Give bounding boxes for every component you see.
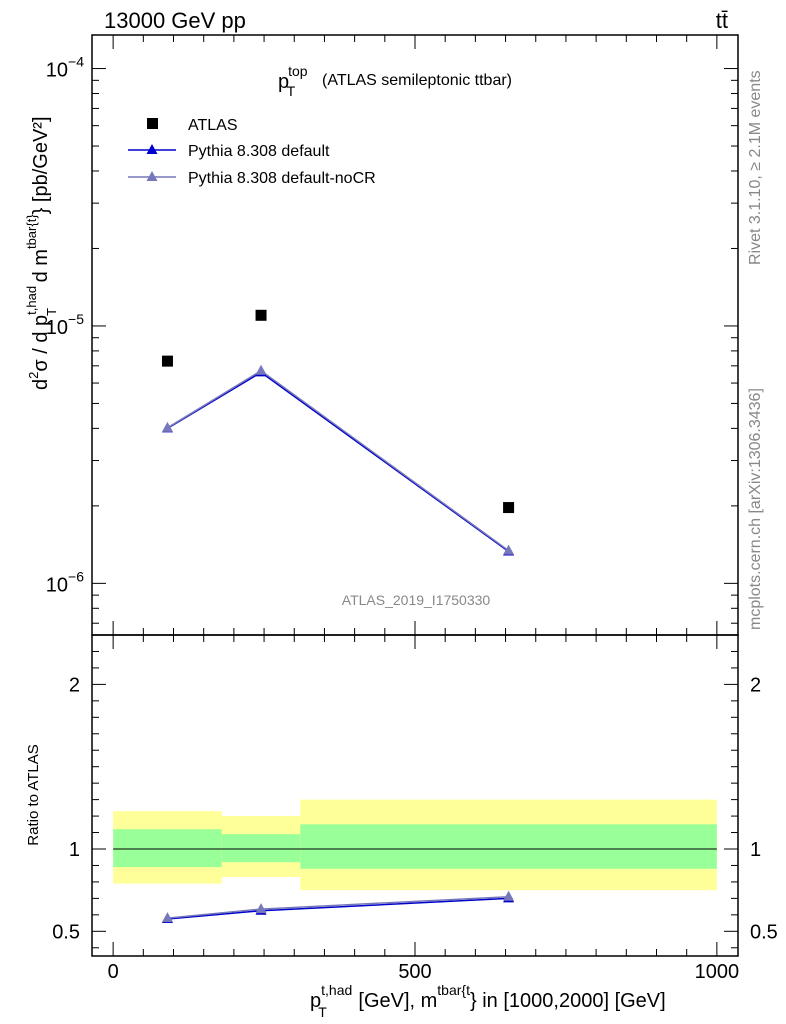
ratio-point-pythia-nocr (255, 903, 267, 914)
ratio-y-axis: 0.5 0.5 1 1 2 2 (52, 650, 778, 949)
main-line-pythia-default (167, 371, 510, 553)
mcplots-label: mcplots.cern.ch [arXiv:1306.3436] (747, 388, 764, 630)
ratio-uncertainty-bands (113, 799, 717, 891)
main-y-axis: 10−6 10−5 10−4 (46, 54, 738, 624)
ratio-y-tick-label: 2 (69, 674, 80, 696)
ratio-x-tick-label: 0 (108, 961, 119, 983)
ratio-y-axis-label: Ratio to ATLAS (25, 744, 42, 845)
ratio-frame (91, 634, 739, 957)
ratio-line-pythia-default (167, 897, 509, 920)
ratio-band-inner (113, 829, 222, 868)
main-point-pythia-nocr (161, 421, 173, 432)
main-point-atlas (503, 502, 515, 514)
main-y-axis-label: d2σ / d pt,had T d mtbar{t}} [pb/GeV²] (24, 116, 59, 390)
main-panel: 10−6 10−5 10−4 ptop T (ATLAS semileptonic t… (24, 34, 739, 636)
legend-label-atlas: ATLAS (188, 117, 238, 134)
ratio-y-tick-label-right: 2 (750, 674, 761, 696)
ratio-x-tick-label: 1000 (695, 961, 740, 983)
main-point-pythia-nocr (255, 364, 267, 375)
main-y-tick-label: 10−4 (46, 54, 84, 82)
legend-marker-atlas (147, 118, 158, 129)
chart-title: (ATLAS semileptonic ttbar) (322, 72, 512, 89)
title-pt-symbol: ptop T (278, 63, 308, 99)
ratio-band-inner (300, 824, 717, 869)
main-y-tick-label: 10−5 (46, 311, 84, 339)
legend: ATLAS Pythia 8.308 default Pythia 8.308 … (128, 117, 376, 187)
main-x-ticks (112, 35, 718, 635)
ratio-x-tick-label: 500 (398, 961, 431, 983)
legend-marker-pythia-nocr (146, 171, 158, 181)
analysis-watermark: ATLAS_2019_I1750330 (342, 592, 491, 608)
process-label: tt̄ (716, 8, 728, 33)
collision-label: 13000 GeV pp (104, 8, 246, 33)
x-axis-label: pt,had T [GeV], mtbar{t} in [1000,2000] [… (310, 982, 666, 1020)
main-point-pythia-nocr (503, 544, 515, 555)
main-data-marks (161, 309, 515, 556)
ratio-panel: 0.5 0.5 1 1 2 2 0 500 1000 Ratio to ATLAS pt,ha… (25, 634, 778, 1020)
ratio-point-pythia-nocr (161, 912, 173, 923)
legend-label-pythia-nocr: Pythia 8.308 default-noCR (188, 170, 376, 187)
rivet-version-label: Rivet 3.1.10, ≥ 2.1M events (747, 70, 764, 265)
main-point-atlas (161, 355, 173, 367)
ratio-y-tick-label-right: 0.5 (750, 921, 778, 943)
ratio-y-tick-label: 1 (69, 839, 80, 861)
legend-label-pythia-default: Pythia 8.308 default (188, 143, 330, 160)
ratio-point-pythia-nocr (503, 890, 515, 901)
ratio-data-marks (161, 890, 515, 923)
ratio-y-tick-label: 0.5 (52, 921, 80, 943)
main-y-tick-label: 10−6 (46, 568, 84, 596)
ratio-band-inner (221, 834, 301, 863)
main-y-units: [pb/GeV²] (30, 116, 52, 202)
x-axis-label-suffix: } in [1000,2000] [GeV] (470, 990, 666, 1012)
main-point-atlas (255, 309, 267, 321)
legend-marker-pythia-default (146, 144, 158, 154)
ratio-y-tick-label-right: 1 (750, 839, 761, 861)
ratio-x-axis: 0 500 1000 (108, 635, 740, 983)
